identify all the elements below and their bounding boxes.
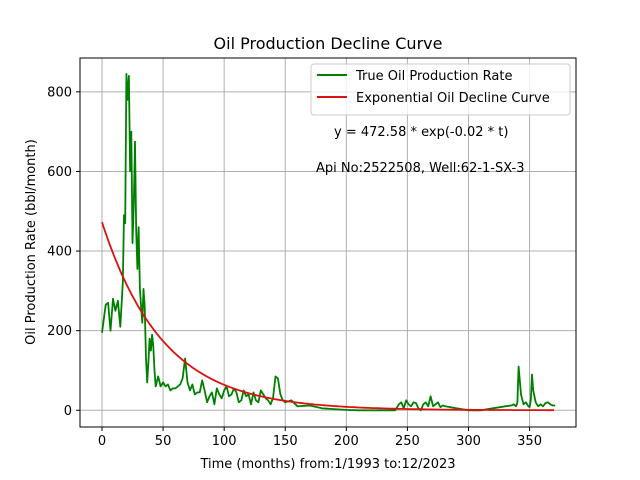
x-tick-label: 250 [395,434,420,449]
x-tick-label: 100 [212,434,237,449]
legend-box [310,63,571,116]
grid [80,58,576,427]
well-annotation: Api No:2522508, Well:62-1-SX-3 [316,161,524,176]
x-tick-label: 200 [334,434,359,449]
x-tick-label: 50 [155,434,172,449]
chart-title: Oil Production Decline Curve [214,34,443,53]
x-tick-label: 150 [273,434,298,449]
x-tick-label: 350 [517,434,542,449]
legend-label-exponential: Exponential Oil Decline Curve [356,91,550,106]
y-tick-label: 0 [64,404,72,419]
legend-label-true-rate: True Oil Production Rate [355,69,512,84]
plot-frame [79,57,577,428]
x-tick-label: 0 [98,434,106,449]
equation-annotation: y = 472.58 * exp(-0.02 * t) [334,125,508,140]
ticks: 0 50 100 150 200 250 300 350 0 200 400 600 800 [47,85,542,449]
y-tick-label: 600 [47,165,72,180]
y-tick-label: 200 [47,324,72,339]
y-axis-label: Oil Production Rate (bbl/month) [24,139,39,345]
x-axis-label: Time (months) from:1/1993 to:12/2023 [199,457,455,472]
series-layer [101,73,556,412]
y-tick-label: 800 [47,85,72,100]
y-tick-label: 400 [47,245,72,260]
x-tick-label: 300 [456,434,481,449]
legend: True Oil Production Rate Exponential Oil… [310,63,571,116]
series-line-exponential-fit [101,221,554,412]
